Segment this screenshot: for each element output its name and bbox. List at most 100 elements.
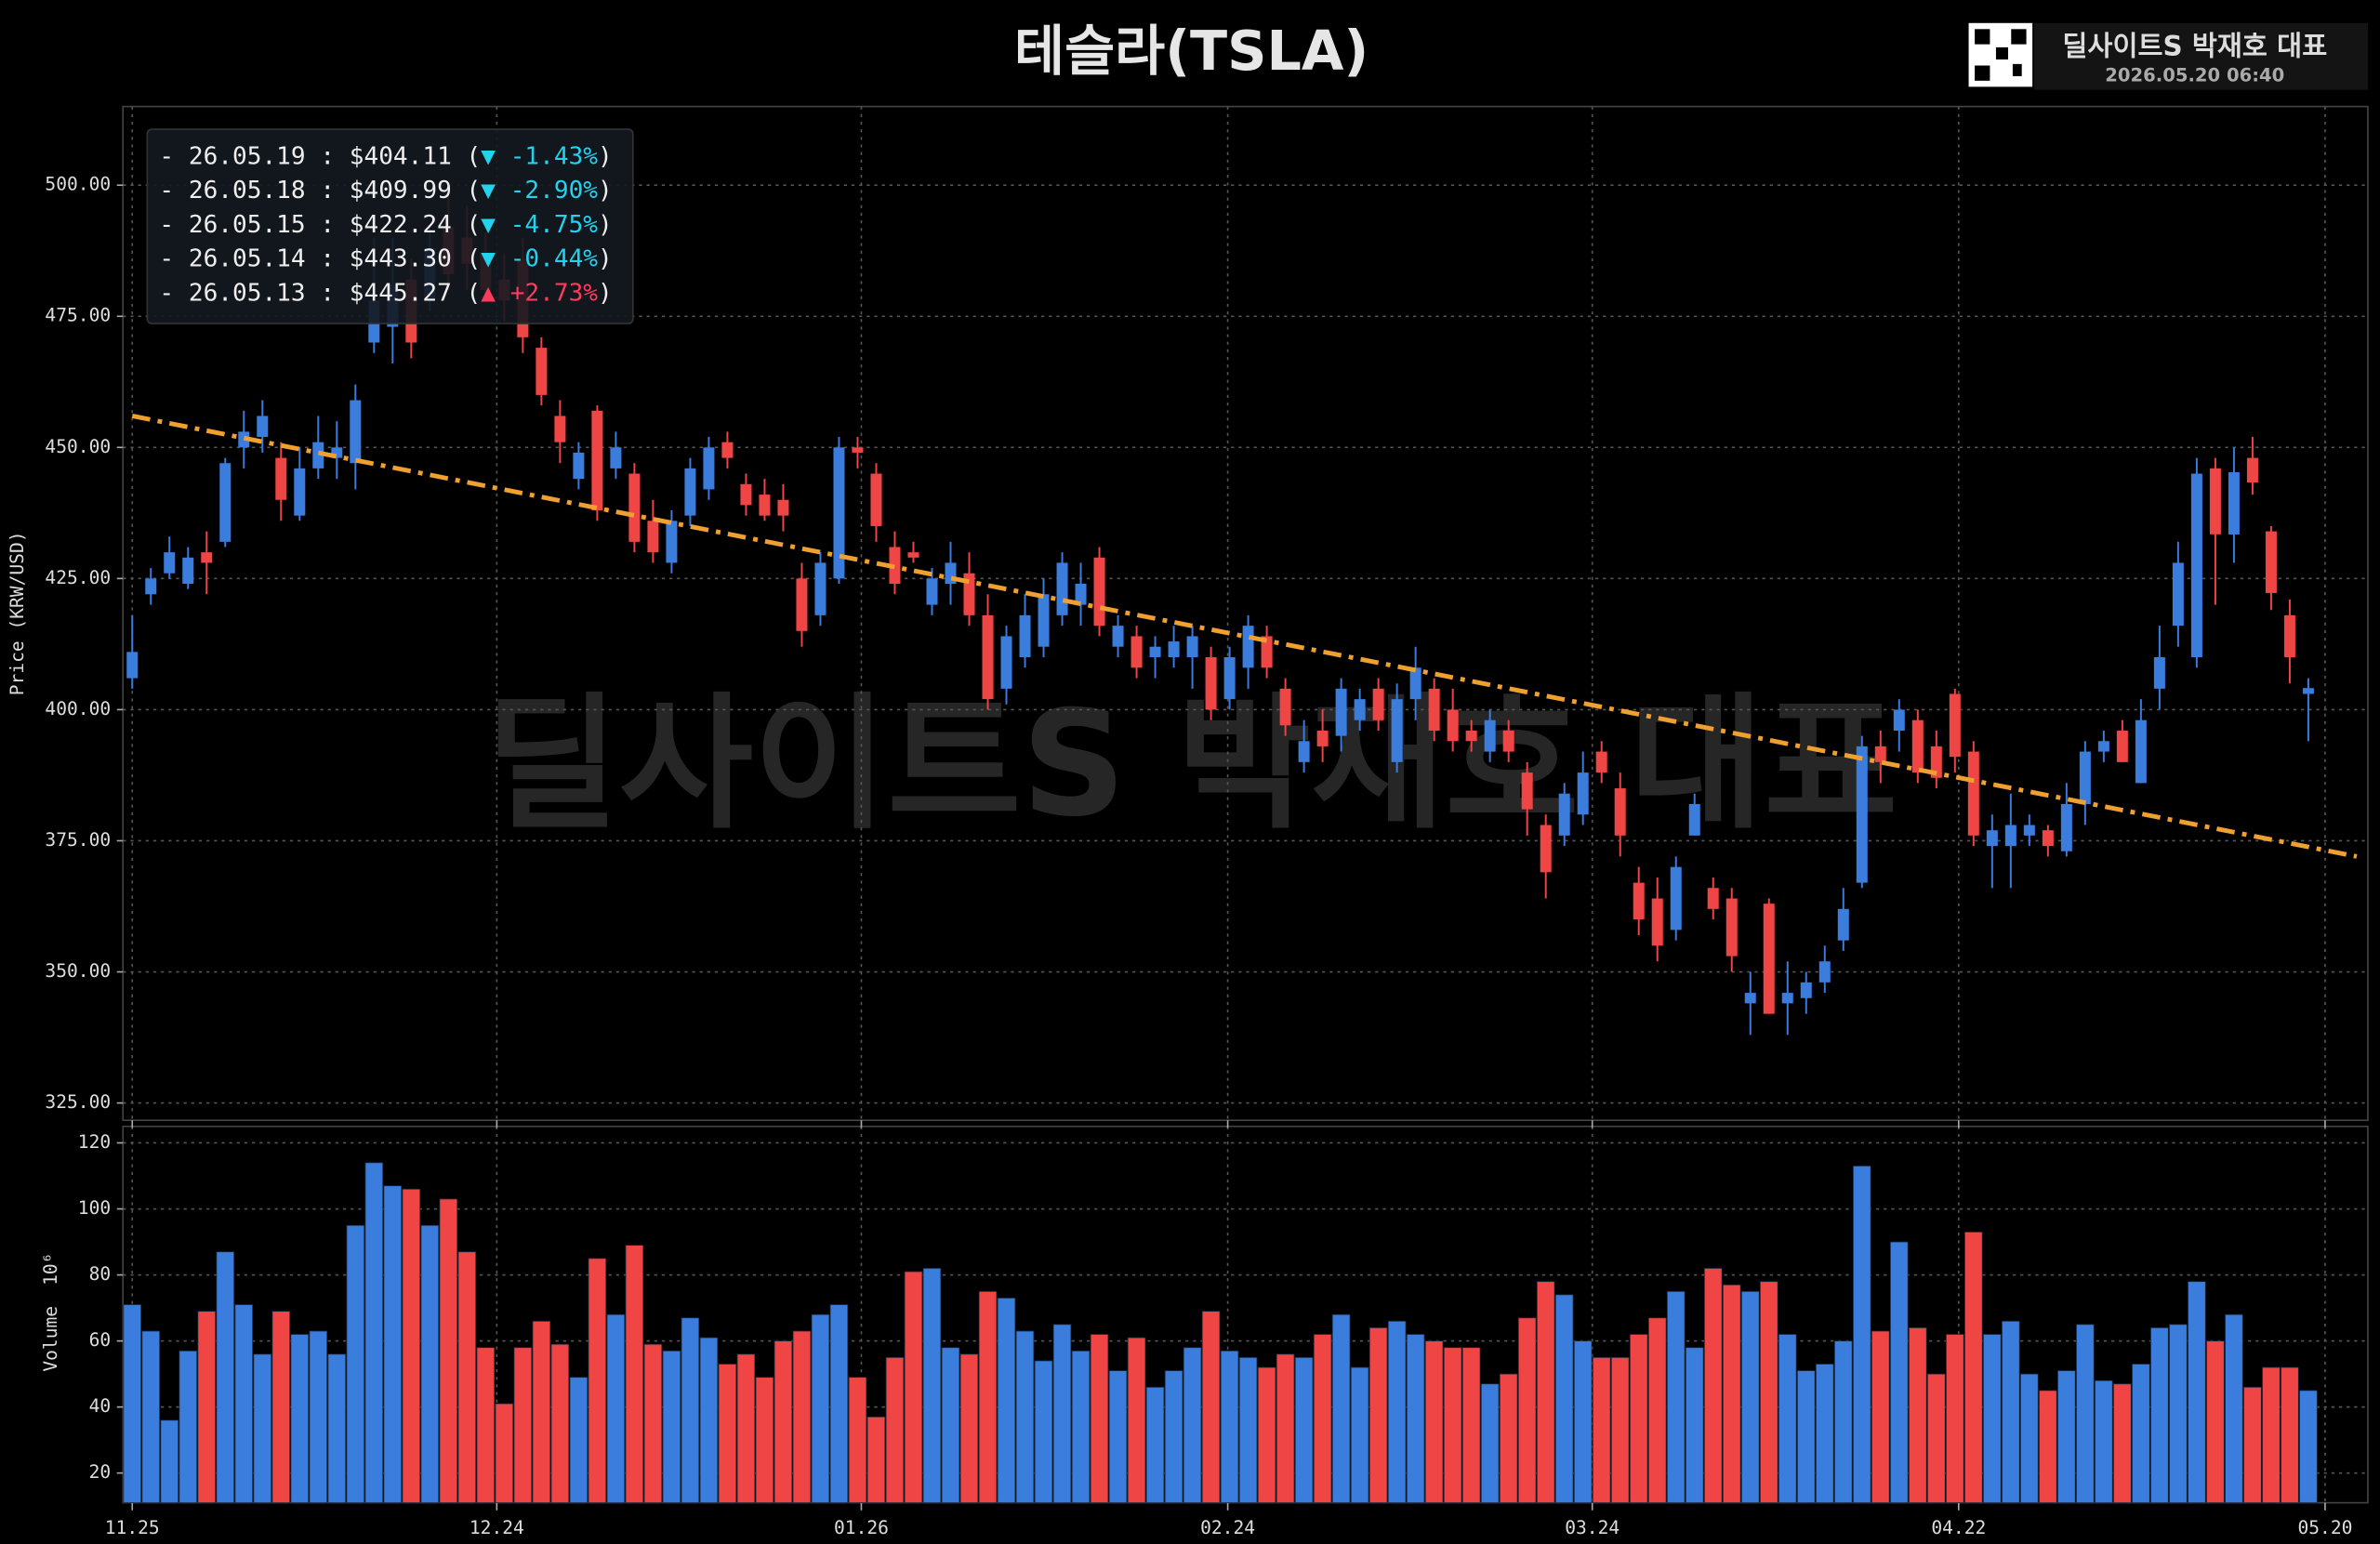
volume-bar [978,1290,998,1504]
volume-bar [2132,1364,2150,1504]
recent-change: ▼ -4.75% [481,210,598,238]
candle-body [1949,693,1961,758]
volume-bar [699,1337,719,1504]
y-tick-label: 40 [89,1395,112,1417]
candle-body [1540,825,1552,873]
recent-text: - 26.05.18 : $409.99 ( [159,177,481,205]
volume-bar [1108,1370,1128,1504]
candle-body [312,442,324,468]
price-panel [122,105,2369,1122]
x-tick-label: 01.26 [834,1517,889,1538]
recent-change: ▼ -2.90% [481,177,598,205]
volume-bar [197,1311,217,1504]
volume-bar [885,1356,905,1504]
y-tick-label: 60 [89,1329,112,1351]
volume-bar [1183,1347,1202,1504]
volume-bar [2002,1320,2020,1504]
recent-text: - 26.05.19 : $404.11 ( [159,142,481,170]
candle-body [1670,866,1682,930]
x-tick-label: 02.24 [1200,1517,1255,1538]
volume-bar [160,1419,179,1504]
candle-body [1837,908,1849,941]
candle-body [1726,898,1738,957]
volume-bar [1424,1340,1444,1504]
recent-line: - 26.05.14 : $443.30 (▼ -0.44%) [159,244,612,272]
candle-body [684,468,696,516]
candle-body [1372,688,1384,720]
candle-body [1112,626,1124,647]
candle-body [294,468,306,516]
volume-bar [1461,1347,1481,1504]
candle-body [536,348,548,395]
volume-bar [2169,1324,2188,1504]
volume-bar [2243,1386,2262,1504]
candle-body [257,416,269,438]
candle-body [1019,614,1031,657]
volume-bar [253,1353,272,1504]
recent-end: ) [598,279,613,307]
candle-body [1279,688,1291,726]
volume-bar [1034,1360,1053,1504]
volume-bar [420,1224,440,1504]
recent-line: - 26.05.13 : $445.27 (▲ +2.73%) [159,279,612,307]
volume-bar [2262,1366,2281,1504]
badge: 딜사이트S 박재호 대표 2026.05.20 06:40 [1968,22,2368,90]
volume-exponent: 10⁶ [40,1253,61,1286]
candle-body [1595,751,1607,773]
volume-bar [1610,1356,1630,1504]
candle-body [2004,825,2016,847]
recent-line: - 26.05.15 : $422.24 (▼ -4.75%) [159,210,612,238]
volume-bar [327,1353,347,1504]
volume-bar [848,1377,867,1504]
volume-bar [216,1251,235,1504]
candle-body [926,578,938,605]
y-tick-label: 80 [89,1263,112,1285]
candle-body [2079,751,2091,804]
candle-body [721,442,734,458]
volume-bar [606,1313,626,1504]
recent-change: ▲ +2.73% [481,279,598,307]
candle-body [2060,803,2072,851]
volume-bar [1852,1165,1871,1504]
volume-bar [2095,1379,2113,1504]
candle-body [1242,626,1254,668]
candle-body [2190,473,2202,657]
candle-body [870,473,882,526]
volume-bar [2225,1313,2243,1504]
volume-bar [2039,1390,2057,1504]
volume-bar [1722,1284,1741,1504]
candle-body [591,410,603,511]
candle-body [982,614,994,700]
volume-bar [997,1298,1016,1504]
volume-bar [1517,1317,1537,1504]
x-tick-label: 05.20 [2297,1517,2352,1538]
candle-body [1633,882,1645,920]
volume-bar [1071,1350,1091,1504]
qr-code [2012,63,2022,76]
candle-body [852,447,864,453]
candle-body [1056,562,1068,615]
recent-line: - 26.05.18 : $409.99 (▼ -2.90%) [159,177,612,205]
candle-body [1223,656,1236,700]
candle-body [963,573,975,615]
volume-bar [959,1353,979,1504]
recent-line: - 26.05.19 : $404.11 (▼ -1.43%) [159,142,612,170]
volume-bar [234,1304,254,1504]
candle-body [1205,656,1217,710]
volume-bar [625,1245,644,1504]
candle-body [703,447,715,490]
candle-body [1168,641,1180,657]
candle-body [1688,803,1700,836]
volume-bar [2206,1340,2225,1504]
volume-bar [811,1313,830,1504]
volume-bar [1480,1383,1500,1504]
y-tick-label: 425.00 [45,567,111,588]
candle-body [1316,730,1329,746]
volume-bar [1946,1334,1964,1504]
candle-body [740,483,752,506]
recent-text: - 26.05.13 : $445.27 ( [159,279,481,307]
volume-bar [513,1347,533,1504]
volume-bar [1164,1370,1183,1504]
volume-bar [1443,1347,1462,1504]
